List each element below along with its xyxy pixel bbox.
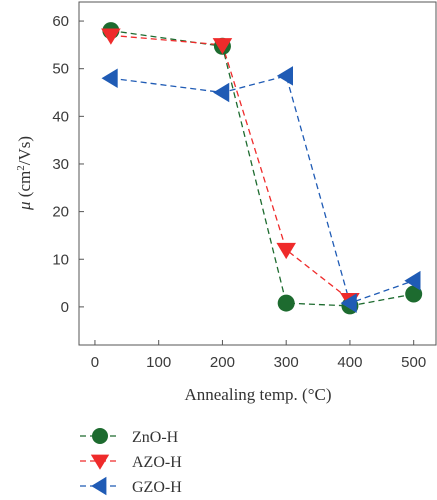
plot-frame <box>78 1 437 346</box>
legend-item-zno-h: ZnO-H <box>80 428 179 446</box>
series-line-zno-h <box>110 29 414 307</box>
x-tick-label: 500 <box>401 354 426 371</box>
legend: ZnO-H AZO-H GZO-H <box>80 428 182 496</box>
series-markers <box>101 22 423 315</box>
data-point-zno-h <box>277 294 295 312</box>
legend-item-gzo-h: GZO-H <box>80 476 182 496</box>
legend-label: AZO-H <box>132 454 182 471</box>
svg-text:μ (cm2/Vs): μ (cm2/Vs) <box>15 136 34 211</box>
series-line-azo-h <box>110 34 351 301</box>
plot-area: 0 100 200 300 400 500 0 10 20 30 40 50 60 <box>52 1 437 371</box>
y-tick-label: 20 <box>52 204 69 221</box>
y-axis-symbol: μ <box>15 201 34 211</box>
axis-ticks: 0 100 200 300 400 500 0 10 20 30 40 50 60 <box>52 13 426 371</box>
data-point-gzo-h <box>404 270 421 291</box>
x-tick-label: 400 <box>337 354 362 371</box>
legend-label: ZnO-H <box>132 429 179 446</box>
y-tick-label: 40 <box>52 108 69 125</box>
data-point-gzo-h <box>340 293 357 313</box>
y-axis-unit-close: /Vs) <box>15 136 34 165</box>
y-tick-label: 50 <box>52 61 69 78</box>
data-point-azo-h <box>212 38 233 55</box>
data-point-gzo-h <box>101 68 118 88</box>
legend-label: GZO-H <box>132 479 182 496</box>
y-axis-unit-open: (cm <box>15 171 34 202</box>
data-point-gzo-h <box>276 66 293 86</box>
series-lines <box>110 29 414 307</box>
y-tick-label: 60 <box>52 13 69 30</box>
legend-item-azo-h: AZO-H <box>80 454 182 471</box>
data-point-gzo-h <box>213 82 230 103</box>
x-axis-title: Annealing temp. (°C) <box>184 385 331 404</box>
data-point-azo-h <box>276 242 296 260</box>
y-tick-label: 10 <box>52 251 69 268</box>
y-axis-title: μ (cm2/Vs) <box>15 136 34 211</box>
data-point-zno-h <box>405 285 423 303</box>
legend-marker <box>92 428 108 444</box>
x-tick-label: 200 <box>210 354 235 371</box>
y-tick-label: 0 <box>61 299 69 316</box>
data-point-azo-h <box>101 28 121 45</box>
x-tick-label: 100 <box>146 354 171 371</box>
x-tick-label: 0 <box>91 354 99 371</box>
legend-marker <box>91 476 107 496</box>
x-tick-label: 300 <box>274 354 299 371</box>
y-tick-label: 30 <box>52 156 69 173</box>
y-axis-unit-superscript: 2 <box>15 165 27 171</box>
legend-marker <box>90 454 110 470</box>
series-line-gzo-h <box>110 75 414 304</box>
